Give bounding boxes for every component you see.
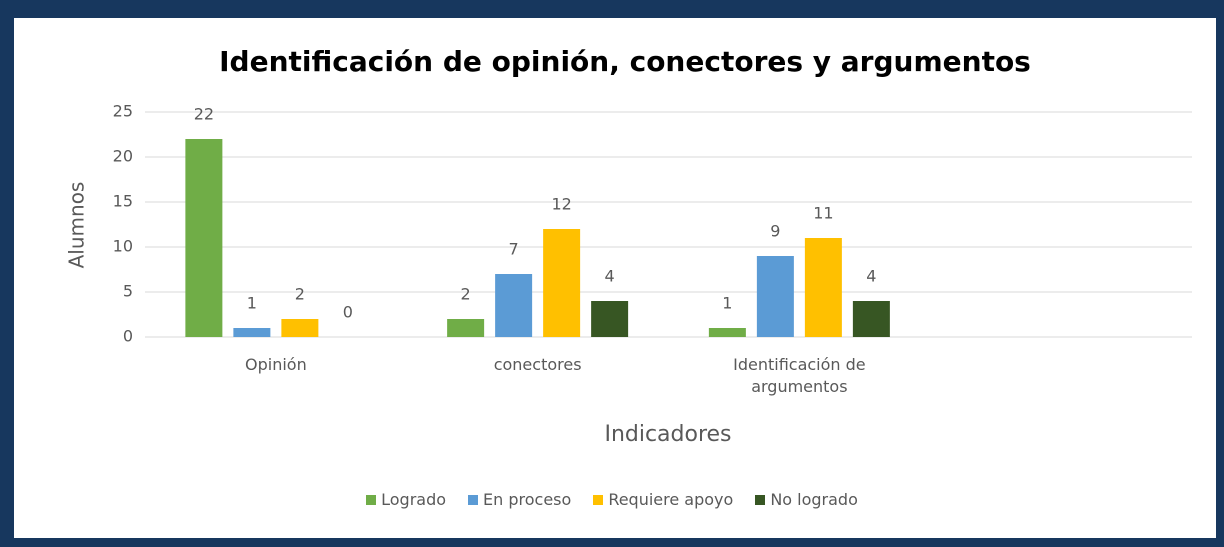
y-tick-label: 0 <box>123 327 133 346</box>
data-label: 1 <box>722 294 732 313</box>
data-label: 2 <box>461 285 471 304</box>
legend-item: Requiere apoyo <box>593 490 733 509</box>
legend-swatch <box>755 494 766 505</box>
bar <box>756 256 794 337</box>
legend-label: Requiere apoyo <box>608 490 734 509</box>
y-axis-title: Alumnos <box>65 182 89 269</box>
legend-swatch <box>593 494 604 505</box>
data-label: 1 <box>247 294 257 313</box>
y-tick-label: 5 <box>123 282 133 301</box>
data-label: 22 <box>194 105 214 124</box>
legend-label: En proceso <box>483 490 572 509</box>
y-tick-label: 25 <box>113 102 133 121</box>
data-label: 11 <box>813 204 833 223</box>
data-label: 12 <box>551 195 571 214</box>
y-tick-label: 15 <box>113 192 133 211</box>
bar <box>708 328 746 337</box>
chart-title: Identificación de opinión, conectores y … <box>219 45 1031 78</box>
bar <box>233 328 271 337</box>
bar <box>804 238 842 337</box>
legend-label: Logrado <box>381 490 447 509</box>
bar <box>185 139 223 337</box>
data-label: 2 <box>295 285 305 304</box>
data-label: 4 <box>605 267 615 286</box>
legend-item: Logrado <box>366 490 446 509</box>
bar <box>543 229 581 337</box>
x-tick-label: conectores <box>493 355 582 374</box>
data-label: 9 <box>770 222 780 241</box>
data-label: 7 <box>509 240 519 259</box>
bar <box>447 319 485 337</box>
legend-item: En proceso <box>468 490 571 509</box>
x-tick-label: Opinión <box>245 355 307 374</box>
legend-swatch <box>366 494 377 505</box>
legend-swatch <box>468 494 479 505</box>
y-tick-label: 10 <box>113 237 133 256</box>
bar <box>281 319 319 337</box>
y-tick-label: 20 <box>113 147 133 166</box>
data-label: 4 <box>866 267 876 286</box>
bar <box>495 274 533 337</box>
x-tick-label: Identificación de argumentos <box>733 355 866 396</box>
bar <box>591 301 629 337</box>
data-label: 0 <box>343 303 353 322</box>
legend-item: No logrado <box>755 490 858 509</box>
legend-label: No logrado <box>770 490 858 509</box>
bar <box>852 301 890 337</box>
x-axis-title: Indicadores <box>604 422 731 447</box>
legend: Logrado En proceso Requiere apoyo No lograd… <box>0 490 1224 509</box>
